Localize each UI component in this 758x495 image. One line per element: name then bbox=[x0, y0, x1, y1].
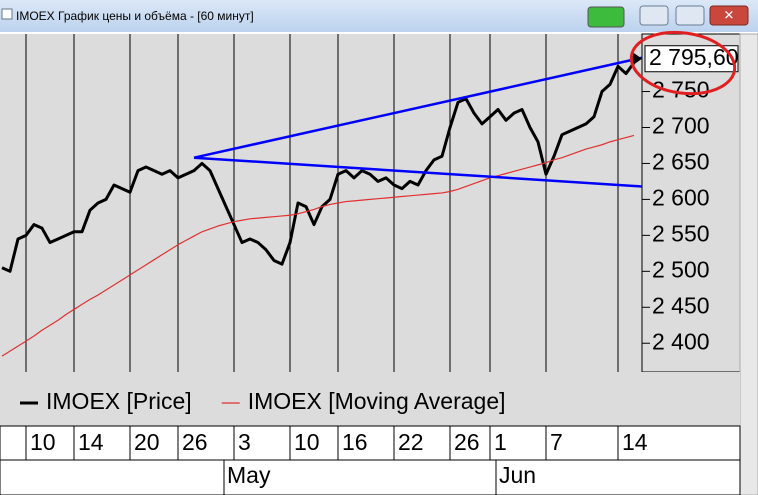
window-title: IMOEX График цены и объёма - [60 минут] bbox=[16, 9, 254, 23]
x-tick-label: 1 bbox=[494, 429, 507, 455]
annotation-circle bbox=[629, 30, 737, 96]
y-tick-label: 2 400 bbox=[652, 328, 710, 354]
x-tick-label: 14 bbox=[622, 429, 648, 455]
link-button[interactable] bbox=[587, 6, 625, 28]
minimize-button[interactable] bbox=[639, 5, 669, 26]
plot-area bbox=[0, 34, 642, 372]
title-bar bbox=[0, 0, 758, 32]
x-tick-label: 10 bbox=[294, 429, 320, 455]
y-tick-label: 2 700 bbox=[652, 113, 710, 139]
month-label: Jun bbox=[499, 462, 536, 488]
legend-area bbox=[0, 372, 740, 426]
x-tick-label: 14 bbox=[78, 429, 104, 455]
series-line bbox=[1, 61, 636, 273]
window-icon bbox=[1, 8, 13, 20]
last-price-box bbox=[644, 45, 739, 73]
y-tick-label: 2 500 bbox=[652, 256, 710, 282]
x-tick-label: 10 bbox=[30, 429, 56, 455]
month-axis bbox=[0, 459, 741, 495]
x-tick-label: 26 bbox=[454, 429, 480, 455]
x-tick-label: 20 bbox=[134, 429, 160, 455]
maximize-button[interactable] bbox=[675, 5, 705, 26]
y-tick-label: 2 650 bbox=[652, 149, 710, 175]
legend-label: IMOEX [Price] bbox=[46, 388, 192, 414]
close-glyph: ✕ bbox=[724, 7, 735, 22]
y-tick-label: 2 550 bbox=[652, 220, 710, 246]
x-tick-label: 16 bbox=[342, 429, 368, 455]
series-line bbox=[1, 134, 635, 357]
x-tick-label: 26 bbox=[182, 429, 208, 455]
y-tick-label: 2 450 bbox=[652, 292, 710, 318]
y-tick-label: 2 600 bbox=[652, 184, 710, 210]
scrollbar[interactable] bbox=[739, 33, 758, 495]
trend-line bbox=[193, 156, 643, 188]
last-price-arrow bbox=[632, 51, 642, 66]
x-tick-label: 7 bbox=[550, 429, 563, 455]
month-label: May bbox=[227, 462, 271, 488]
x-tick-label: 22 bbox=[398, 429, 424, 455]
x-tick-label: 3 bbox=[238, 429, 251, 455]
legend-label: IMOEX [Moving Average] bbox=[248, 388, 506, 414]
close-button[interactable] bbox=[709, 5, 749, 26]
trend-line bbox=[193, 56, 643, 159]
